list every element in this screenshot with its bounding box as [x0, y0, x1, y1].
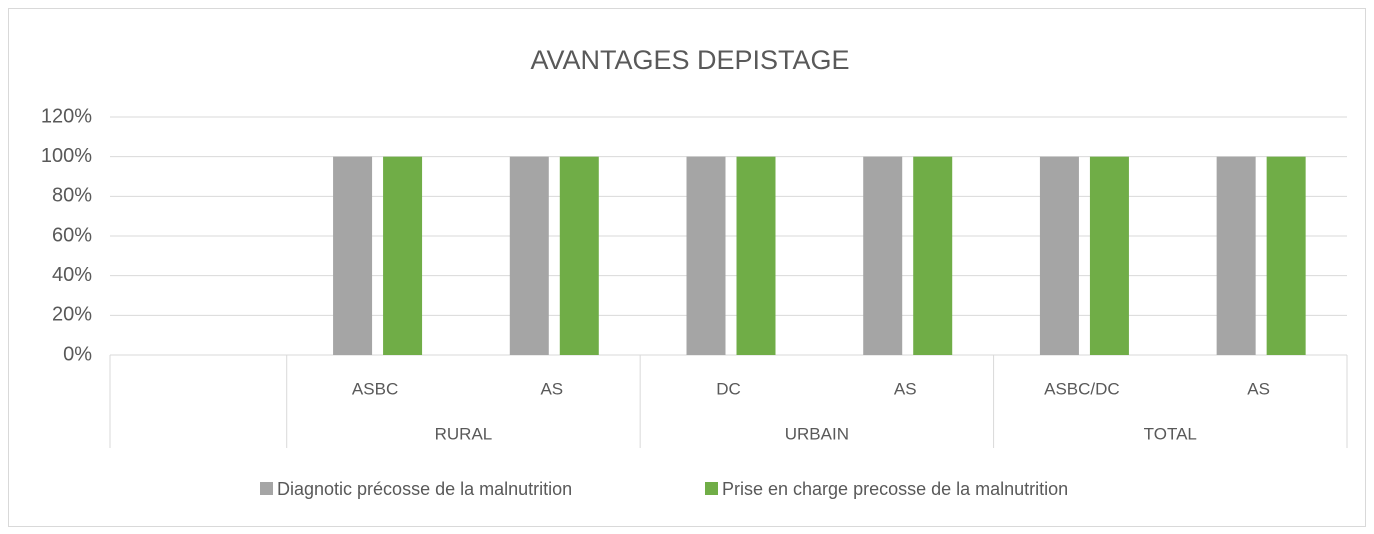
bar	[333, 156, 373, 355]
bar	[1266, 156, 1306, 355]
bar	[509, 156, 549, 355]
x-tick-label: AS	[540, 379, 563, 398]
y-tick-label: 20%	[52, 304, 92, 326]
legend-swatch	[260, 482, 273, 495]
x-tick-label: DC	[716, 379, 741, 398]
bar	[1216, 156, 1256, 355]
legend-swatch	[705, 482, 718, 495]
bar	[1089, 156, 1129, 355]
x-tick-label: ASBC	[352, 379, 398, 398]
bar	[383, 156, 423, 355]
y-tick-label: 60%	[52, 224, 92, 246]
y-tick-label: 80%	[52, 185, 92, 207]
x-tick-label: ASBC/DC	[1044, 379, 1120, 398]
bar	[863, 156, 903, 355]
y-tick-label: 0%	[63, 343, 92, 365]
group-label: URBAIN	[785, 424, 849, 443]
bar	[686, 156, 726, 355]
legend-label: Prise en charge precosse de la malnutrit…	[722, 479, 1068, 499]
x-tick-label: AS	[894, 379, 917, 398]
y-tick-label: 100%	[41, 145, 92, 167]
group-label: RURAL	[435, 424, 493, 443]
bar	[1039, 156, 1079, 355]
y-tick-label: 40%	[52, 264, 92, 286]
group-label: TOTAL	[1144, 424, 1197, 443]
bar	[736, 156, 776, 355]
y-tick-label: 120%	[41, 105, 92, 127]
x-tick-label: AS	[1247, 379, 1270, 398]
legend-label: Diagnotic précosse de la malnutrition	[277, 479, 572, 499]
bar	[913, 156, 953, 355]
chart-title: AVANTAGES DEPISTAGE	[530, 45, 849, 75]
bar	[559, 156, 599, 355]
